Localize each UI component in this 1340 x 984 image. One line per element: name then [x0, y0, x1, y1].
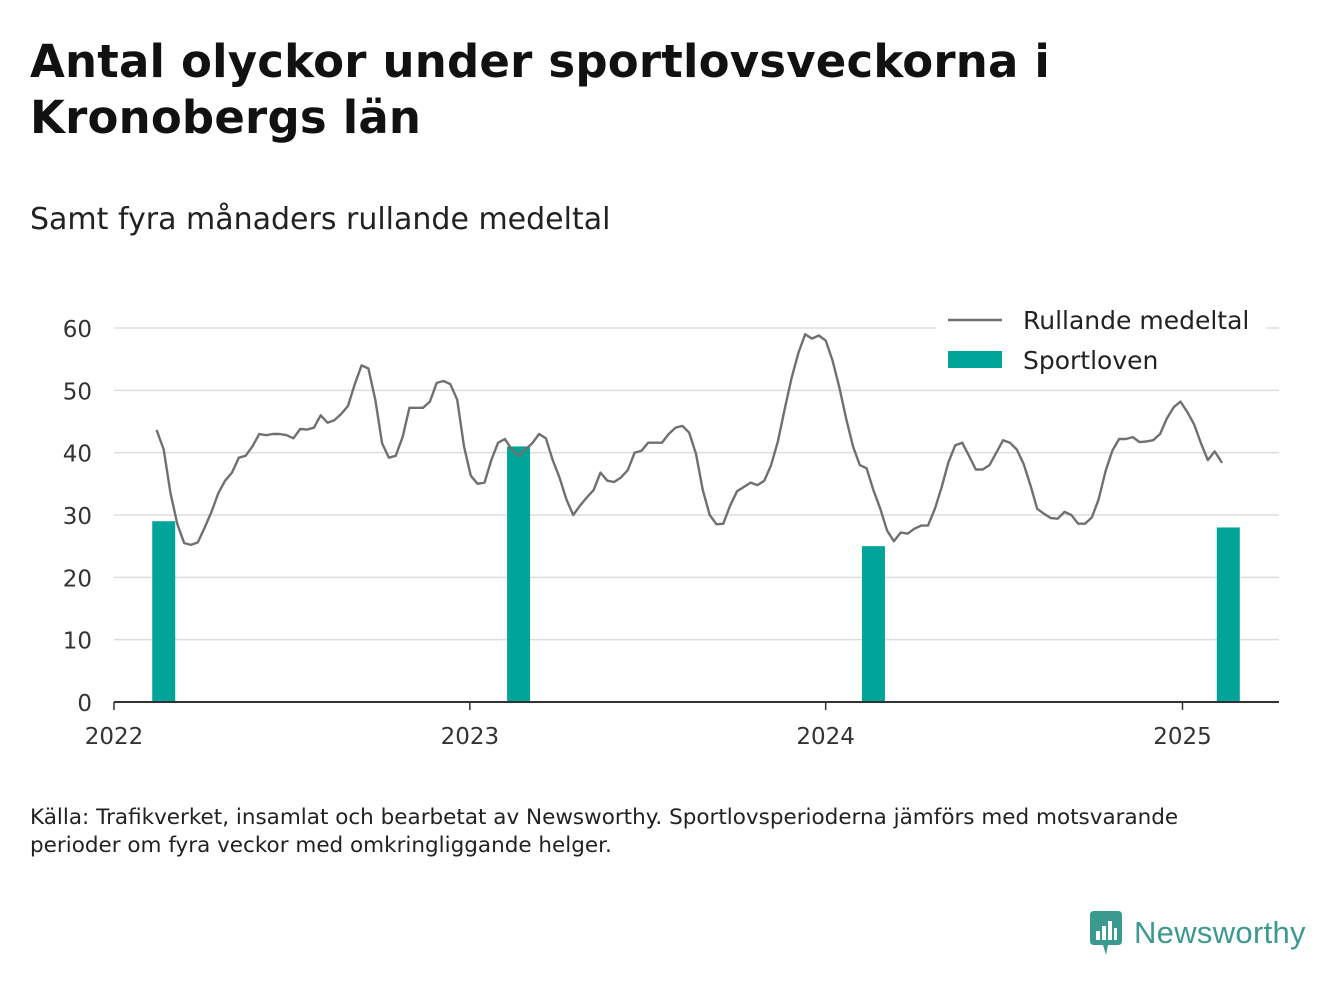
legend-label: Sportloven: [1023, 346, 1158, 375]
y-tick-label: 30: [63, 504, 92, 530]
y-tick-label: 60: [63, 317, 92, 343]
legend-bar-swatch: [948, 351, 1002, 368]
x-tick-label: 2025: [1153, 724, 1212, 750]
y-tick-label: 0: [77, 691, 92, 717]
chart: 0 10 20 30 40 50 60 2022 2023 2024 2025 Rullande …: [63, 304, 1279, 750]
legend-background: [936, 304, 1266, 384]
legend-label: Rullande medeltal: [1023, 306, 1249, 335]
x-axis: 2022 2023 2024 2025: [85, 701, 1279, 750]
bar: [861, 546, 885, 702]
y-tick-label: 10: [63, 629, 92, 655]
x-tick-label: 2022: [85, 724, 144, 750]
y-tick-label: 50: [63, 379, 92, 405]
y-axis-tick-labels: 0 10 20 30 40 50 60: [63, 317, 92, 717]
chart-title: Antal olyckor under sportlovsveckorna i …: [30, 35, 1051, 144]
brand-name: Newsworthy: [1134, 915, 1306, 950]
y-tick-label: 20: [63, 566, 92, 592]
chart-subtitle: Samt fyra månaders rullande medeltal: [30, 202, 611, 237]
gridlines: [114, 327, 1279, 641]
bar: [1216, 527, 1240, 702]
x-tick-label: 2023: [441, 724, 500, 750]
bar: [152, 521, 176, 702]
rolling-average-line: [155, 333, 1223, 547]
newsworthy-logo: Newsworthy: [1088, 908, 1306, 958]
bar-series: [152, 446, 1240, 702]
y-tick-label: 40: [63, 442, 92, 468]
x-tick-label: 2024: [796, 724, 855, 750]
source-note: Källa: Trafikverket, insamlat och bearbe…: [30, 805, 1179, 858]
newsworthy-logo-icon: [1090, 911, 1122, 955]
legend: Rullande medeltal Sportloven: [936, 304, 1266, 384]
bar: [507, 446, 531, 702]
